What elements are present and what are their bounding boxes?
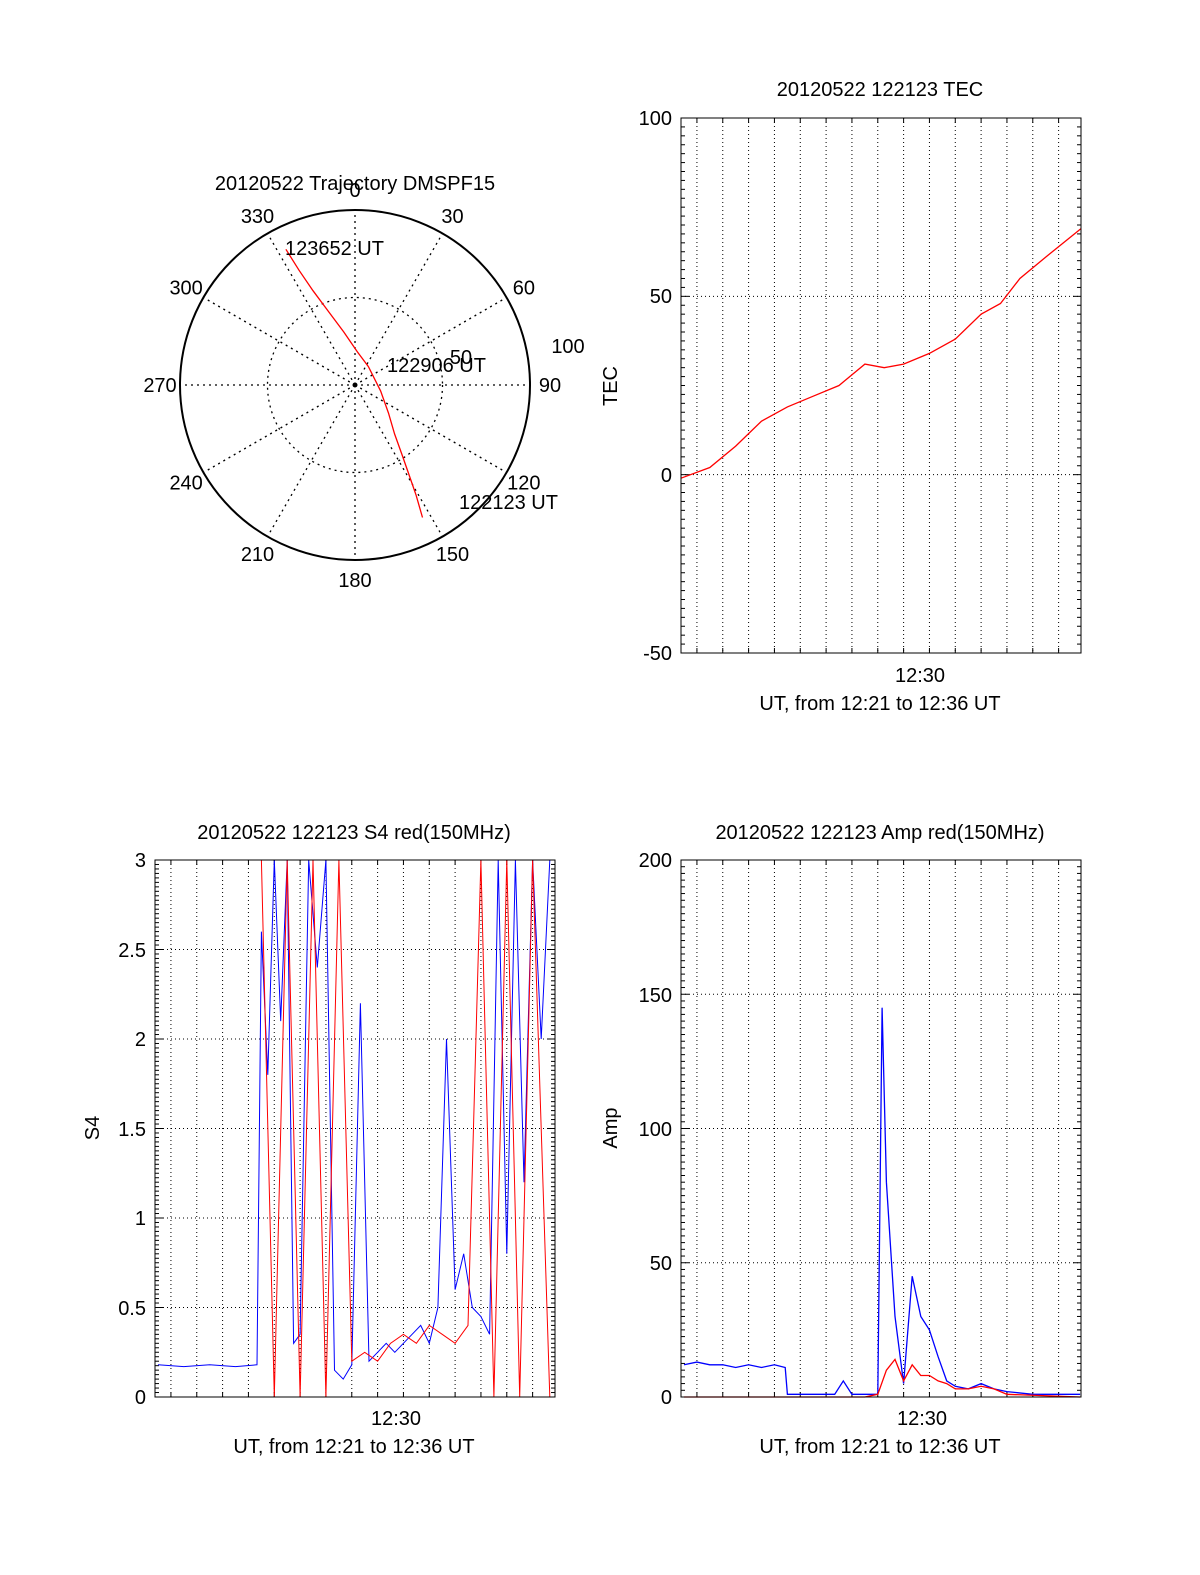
amp-panel: 20120522 122123 Amp red(150MHz) 0 50 100… xyxy=(600,822,1082,1458)
polar-azimuth-label-240: 240 xyxy=(169,473,202,495)
amp-xtick-label: 12:30 xyxy=(897,1408,947,1430)
polar-spoke-300 xyxy=(203,296,356,386)
polar-azimuth-label-330: 330 xyxy=(241,206,274,228)
polar-spoke-30 xyxy=(354,233,444,386)
polar-azimuth-label-180: 180 xyxy=(338,570,371,592)
s4-xtick-label: 12:30 xyxy=(371,1408,421,1430)
tec-title: 20120522 122123 TEC xyxy=(777,79,983,101)
tec-xlabel: UT, from 12:21 to 12:36 UT xyxy=(759,693,1000,715)
tec-ytick-label-3: 100 xyxy=(639,108,672,130)
s4-ytick-label-1: 0.5 xyxy=(118,1298,146,1320)
tec-panel: 20120522 122123 TEC -50 0 50 100 12:30 U… xyxy=(600,79,1082,715)
amp-xlabel: UT, from 12:21 to 12:36 UT xyxy=(759,1436,1000,1458)
amp-ytick-label-0: 0 xyxy=(661,1387,672,1409)
polar-panel: 20120522 Trajectory DMSPF15 0 30 60 90 120 15… xyxy=(143,173,584,592)
tec-grid xyxy=(681,117,1081,654)
polar-azimuth-label-210: 210 xyxy=(241,544,274,566)
s4-blue-line xyxy=(157,859,551,1380)
polar-ring-50 xyxy=(266,296,444,474)
polar-track-label-mid: 122906 UT xyxy=(387,355,486,377)
tec-ytick-label-0: -50 xyxy=(643,643,672,665)
polar-spoke-60 xyxy=(354,296,507,386)
polar-spoke-210 xyxy=(266,384,356,537)
polar-trajectory-line xyxy=(285,248,424,518)
s4-ytick-label-4: 2 xyxy=(135,1029,146,1051)
polar-azimuth-label-300: 300 xyxy=(169,278,202,300)
s4-plot-frame xyxy=(154,859,556,1398)
polar-azimuth-label-30: 30 xyxy=(441,206,463,228)
s4-ytick-label-6: 3 xyxy=(135,850,146,872)
polar-spoke-150 xyxy=(354,384,444,537)
amp-ytick-label-4: 200 xyxy=(639,850,672,872)
tec-line xyxy=(680,228,1082,479)
s4-ytick-label-0: 0 xyxy=(135,1387,146,1409)
s4-red-line xyxy=(260,859,551,1398)
polar-azimuth-labels: 0 30 60 90 120 150 180 210 240 270 300 330 xyxy=(143,180,561,592)
amp-ytick-label-2: 100 xyxy=(639,1119,672,1141)
tec-ytick-label-1: 0 xyxy=(661,465,672,487)
polar-azimuth-label-90: 90 xyxy=(539,375,561,397)
s4-grid xyxy=(155,859,555,1398)
s4-ytick-label-5: 2.5 xyxy=(118,940,146,962)
polar-azimuth-label-60: 60 xyxy=(513,278,535,300)
polar-spoke-330 xyxy=(266,233,356,386)
s4-ytick-label-3: 1.5 xyxy=(118,1119,146,1141)
polar-grid xyxy=(180,210,530,560)
amp-ytick-label-3: 150 xyxy=(639,985,672,1007)
s4-ticks xyxy=(155,859,555,1398)
polar-ring-label-50: 50 xyxy=(450,347,472,369)
polar-spoke-120 xyxy=(354,384,507,474)
polar-spoke-240 xyxy=(203,384,356,474)
polar-azimuth-label-120: 120 xyxy=(507,473,540,495)
polar-azimuth-label-0: 0 xyxy=(349,180,360,202)
s4-ylabel: S4 xyxy=(82,1116,104,1140)
polar-center-dot xyxy=(352,382,358,388)
amp-ylabel: Amp xyxy=(600,1107,622,1148)
amp-blue-line xyxy=(683,1007,1081,1395)
amp-plot-frame xyxy=(680,859,1082,1398)
amp-red-line xyxy=(684,1358,1081,1398)
tec-ytick-label-2: 50 xyxy=(650,286,672,308)
amp-ytick-label-1: 50 xyxy=(650,1253,672,1275)
polar-azimuth-label-150: 150 xyxy=(436,544,469,566)
polar-azimuth-label-270: 270 xyxy=(143,375,176,397)
tec-ticks xyxy=(681,117,1081,654)
polar-track-label-start: 122123 UT xyxy=(459,492,558,514)
tec-plot-frame xyxy=(680,117,1082,654)
tec-ylabel: TEC xyxy=(600,366,622,406)
polar-ring-label-100: 100 xyxy=(551,336,584,358)
amp-title: 20120522 122123 Amp red(150MHz) xyxy=(715,822,1044,844)
polar-track-label-end: 123652 UT xyxy=(285,238,384,260)
s4-ytick-label-2: 1 xyxy=(135,1208,146,1230)
s4-title: 20120522 122123 S4 red(150MHz) xyxy=(197,822,511,844)
s4-xlabel: UT, from 12:21 to 12:36 UT xyxy=(233,1436,474,1458)
tec-xtick-label: 12:30 xyxy=(895,665,945,687)
s4-panel: 20120522 122123 S4 red(150MHz) 0 0.5 1 1… xyxy=(82,822,556,1458)
polar-title: 20120522 Trajectory DMSPF15 xyxy=(215,173,495,195)
